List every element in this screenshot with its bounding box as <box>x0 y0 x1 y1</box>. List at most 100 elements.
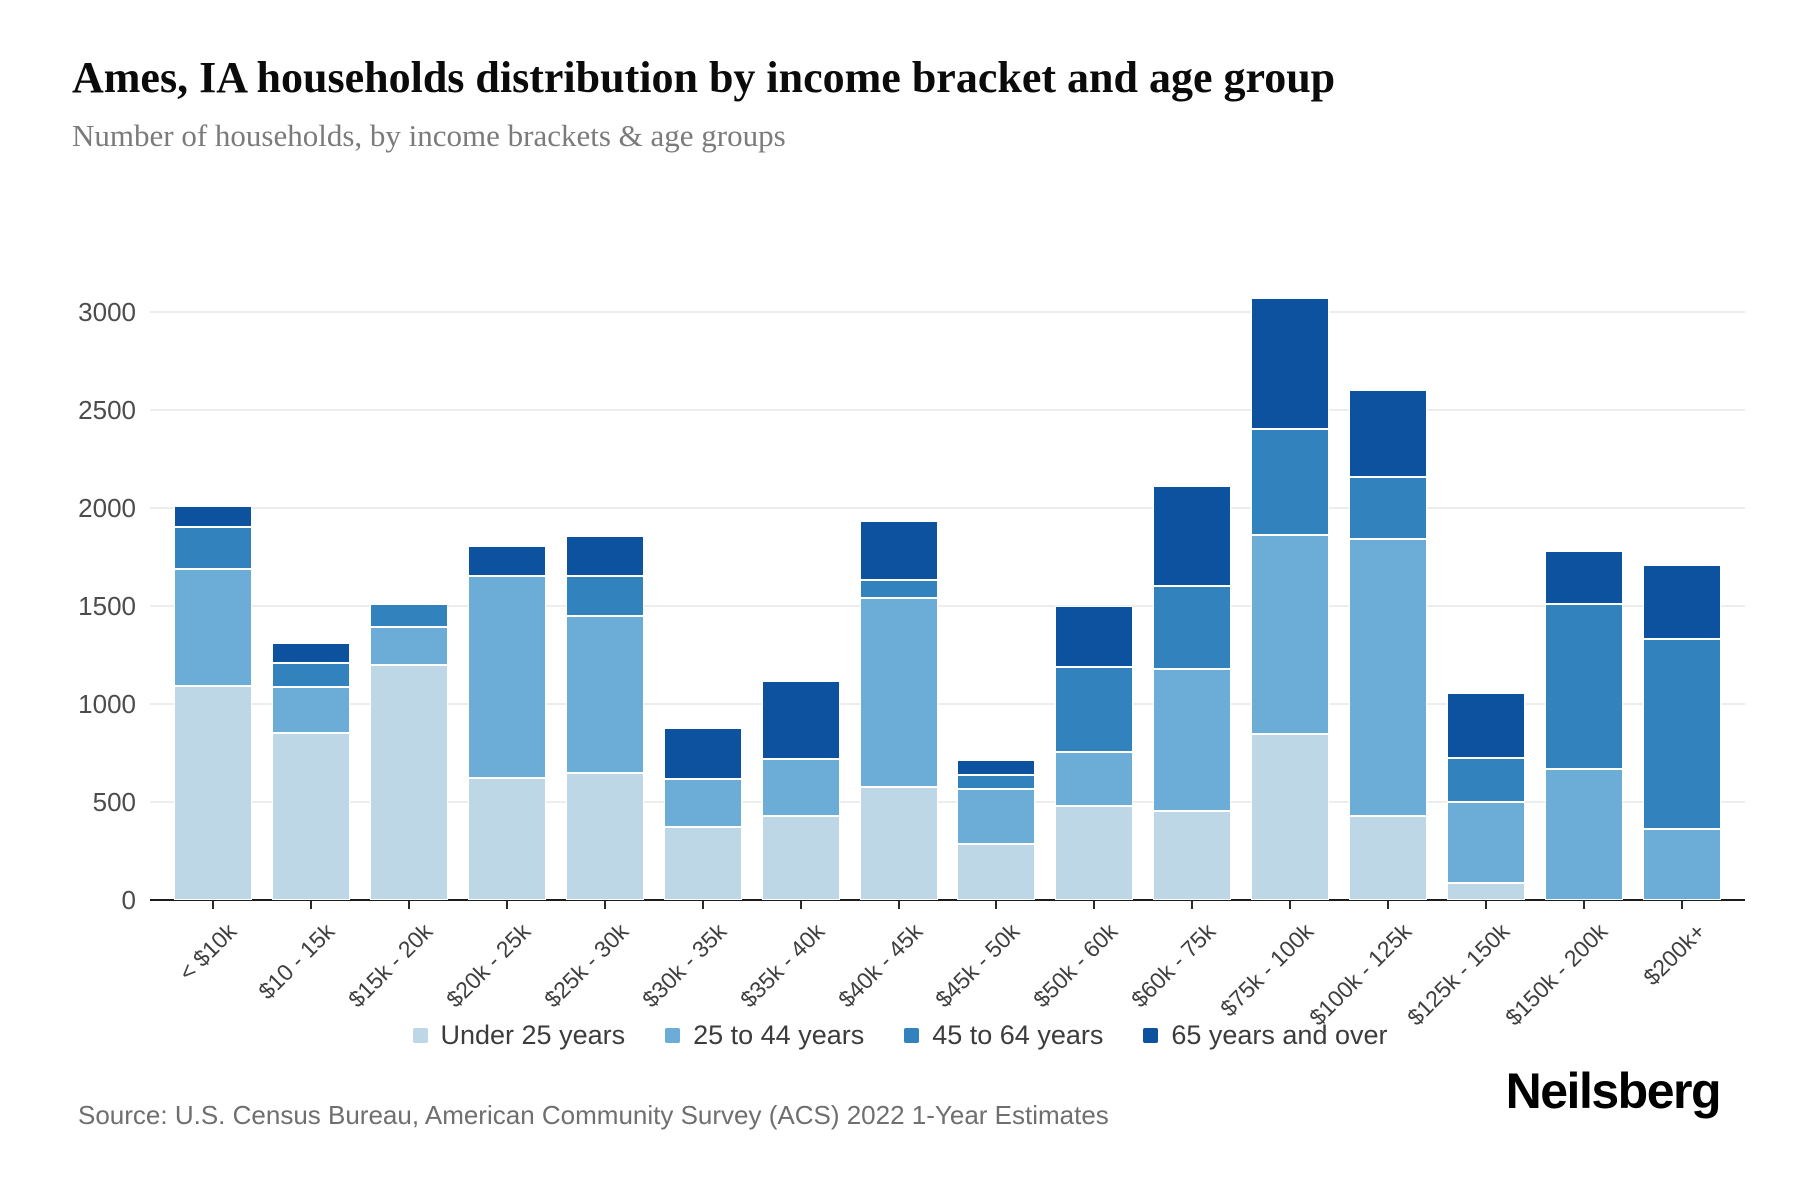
bar-segment[interactable] <box>957 774 1036 790</box>
x-axis-tick <box>505 901 508 909</box>
bar-segment[interactable] <box>663 827 742 900</box>
bar-segment[interactable] <box>957 759 1036 775</box>
bar-segment[interactable] <box>467 777 546 900</box>
bar-segment[interactable] <box>1055 666 1134 753</box>
bar-segment[interactable] <box>761 758 840 816</box>
bar-segment[interactable] <box>1153 668 1232 811</box>
x-axis-label: $200k+ <box>1638 918 1711 991</box>
bar-segment[interactable] <box>663 727 742 780</box>
bar-segment[interactable] <box>1643 829 1722 900</box>
bar-segment[interactable] <box>271 733 350 900</box>
legend-item[interactable]: Under 25 years <box>412 1020 625 1051</box>
legend-swatch-icon <box>1143 1028 1159 1043</box>
bar-segment[interactable] <box>173 568 252 687</box>
gridline-3000 <box>150 311 1745 313</box>
bar-segment[interactable] <box>271 643 350 663</box>
bar-segment[interactable] <box>761 681 840 759</box>
page-subtitle: Number of households, by income brackets… <box>72 118 786 153</box>
bar-segment[interactable] <box>1251 428 1330 536</box>
bar-segment[interactable] <box>173 686 252 900</box>
x-axis-label: $25k - 30k <box>538 918 634 1013</box>
legend-item[interactable]: 45 to 64 years <box>904 1020 1103 1051</box>
bar-segment[interactable] <box>369 604 448 627</box>
bar-segment[interactable] <box>1447 802 1526 884</box>
gridline-2500 <box>150 409 1745 411</box>
bar-segment[interactable] <box>1251 298 1330 429</box>
x-axis-tick <box>897 901 900 909</box>
bar-segment[interactable] <box>1055 606 1134 667</box>
legend-swatch-icon <box>412 1028 428 1043</box>
bar-segment[interactable] <box>1643 639 1722 830</box>
x-axis-tick <box>1093 901 1096 909</box>
x-axis-label: $35k - 40k <box>734 918 829 1013</box>
bar-segment[interactable] <box>1349 539 1428 816</box>
bar-segment[interactable] <box>565 615 644 773</box>
neilsberg-logo: Neilsberg <box>1505 1063 1722 1119</box>
bar-segment[interactable] <box>859 598 938 788</box>
bar-segment[interactable] <box>1545 604 1624 769</box>
bar-segment[interactable] <box>761 815 840 900</box>
x-axis-tick <box>701 901 704 909</box>
bar-segment[interactable] <box>1545 551 1624 605</box>
bar-segment[interactable] <box>1447 757 1526 802</box>
bar-segment[interactable] <box>1349 815 1428 900</box>
x-axis-tick <box>211 901 214 909</box>
legend-item[interactable]: 25 to 44 years <box>665 1020 864 1051</box>
bar-segment[interactable] <box>1447 883 1526 900</box>
bar-segment[interactable] <box>1251 734 1330 900</box>
y-axis-label: 3000 <box>78 297 136 327</box>
bar-segment[interactable] <box>1251 535 1330 735</box>
bar-segment[interactable] <box>1349 476 1428 540</box>
x-axis-label: $20k - 25k <box>440 918 536 1013</box>
x-axis-tick <box>995 901 998 909</box>
bar-segment[interactable] <box>565 772 644 900</box>
y-axis-label: 0 <box>121 885 136 915</box>
x-axis-label: $15k - 20k <box>342 918 438 1013</box>
bar-segment[interactable] <box>859 520 938 580</box>
bar-segment[interactable] <box>369 664 448 900</box>
chart-legend: Under 25 years 25 to 44 years 45 to 64 yea… <box>0 1020 1800 1051</box>
bar-segment[interactable] <box>859 787 938 900</box>
x-axis-label: $60k - 75k <box>1126 918 1221 1013</box>
bar-segment[interactable] <box>271 662 350 688</box>
bar-segment[interactable] <box>565 575 644 616</box>
bar-segment[interactable] <box>173 506 252 527</box>
y-axis-label: 1000 <box>78 689 136 719</box>
x-axis-tick <box>309 901 312 909</box>
bar-segment[interactable] <box>1153 810 1232 900</box>
bar-segment[interactable] <box>1349 390 1428 477</box>
bar-segment[interactable] <box>1447 693 1526 758</box>
bar-segment[interactable] <box>663 779 742 828</box>
x-axis-tick <box>1289 901 1292 909</box>
bar-segment[interactable] <box>1153 586 1232 669</box>
x-axis-tick <box>1387 901 1390 909</box>
bar-segment[interactable] <box>565 536 644 576</box>
bar-segment[interactable] <box>859 579 938 599</box>
bar-segment[interactable] <box>467 575 546 778</box>
bar-segment[interactable] <box>957 844 1036 900</box>
x-axis-label: $10 - 15k <box>253 918 340 1005</box>
x-axis-label: $100k - 125k <box>1304 918 1417 1031</box>
bar-segment[interactable] <box>467 546 546 576</box>
x-axis-label: $45k - 50k <box>930 918 1025 1013</box>
gridline-1000 <box>150 703 1745 705</box>
legend-item[interactable]: 65 years and over <box>1143 1020 1388 1051</box>
bar-segment[interactable] <box>1643 564 1722 640</box>
legend-label: 45 to 64 years <box>932 1020 1104 1050</box>
x-axis-label: $125k - 150k <box>1402 918 1515 1031</box>
bar-segment[interactable] <box>271 687 350 734</box>
bar-segment[interactable] <box>1545 768 1624 900</box>
bar-segment[interactable] <box>369 626 448 665</box>
bar-segment[interactable] <box>1153 486 1232 587</box>
bar-segment[interactable] <box>957 789 1036 845</box>
y-axis-label: 500 <box>92 787 136 817</box>
bar-segment[interactable] <box>173 526 252 569</box>
bar-segment[interactable] <box>1055 752 1134 806</box>
gridline-1500 <box>150 605 1745 607</box>
x-axis-label: $40k - 45k <box>832 918 927 1013</box>
x-axis-label: < $10k <box>173 918 242 986</box>
y-axis-label: 1500 <box>78 591 136 621</box>
x-axis-label: $30k - 35k <box>636 918 732 1013</box>
bar-segment[interactable] <box>1055 805 1134 900</box>
gridline-2000 <box>150 507 1745 509</box>
